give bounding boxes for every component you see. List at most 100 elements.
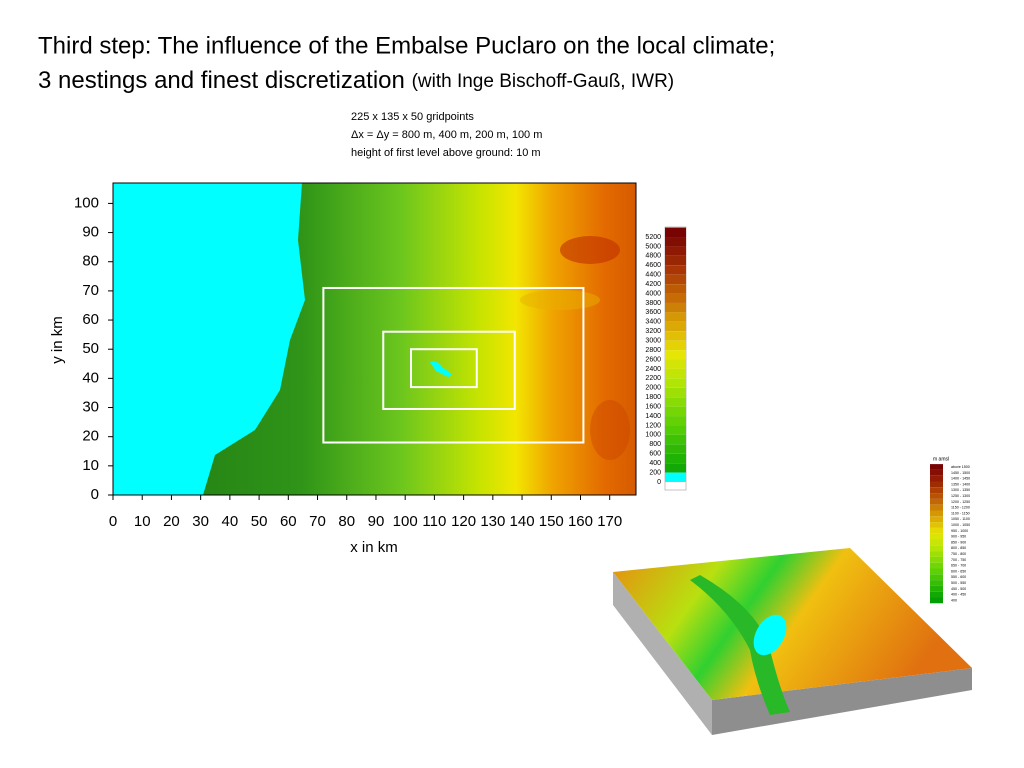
block-side [712, 668, 972, 735]
x-tick-label: 100 [393, 513, 418, 530]
x-tick-label: 170 [597, 513, 622, 530]
legend-label: 500 - 550 [951, 581, 966, 585]
colorbar-label: 2600 [645, 356, 661, 363]
colorbar-label: 600 [649, 451, 661, 458]
legend-label: 1100 - 1150 [951, 511, 970, 515]
info-line: 225 x 135 x 50 gridpoints [351, 111, 474, 123]
title-note: (with Inge Bischoff-Gauß, IWR) [412, 71, 675, 92]
legend-label: 850 - 900 [951, 540, 966, 544]
legend-label: 1000 - 1050 [951, 523, 970, 527]
colorbar-swatch [665, 453, 686, 464]
legend-label: 1050 - 1100 [951, 517, 970, 521]
y-tick-label: 40 [82, 369, 99, 386]
colorbar-swatch [665, 387, 686, 398]
legend-label: 550 - 600 [951, 575, 966, 579]
legend-swatch [930, 498, 943, 505]
legend-swatch [930, 580, 943, 586]
colorbar-swatch [665, 237, 686, 247]
x-tick-label: 40 [222, 513, 239, 530]
colorbar-label: 4200 [645, 281, 661, 288]
legend-label: 600 - 650 [951, 569, 966, 573]
legend-swatch [930, 591, 943, 598]
colorbar-swatch [665, 340, 686, 351]
x-tick-label: 150 [539, 513, 564, 530]
x-tick-label: 70 [309, 513, 326, 530]
legend-label: 750 - 800 [951, 552, 966, 556]
colorbar-label: 3200 [645, 328, 661, 335]
legend-label: 400 [951, 598, 957, 602]
colorbar-swatch [665, 302, 686, 313]
x-tick-label: 130 [480, 513, 505, 530]
lake [430, 361, 452, 377]
y-tick-label: 100 [74, 194, 99, 211]
x-tick-label: 30 [192, 513, 209, 530]
colorbar-label: 400 [649, 460, 661, 467]
colorbar-label: 3800 [645, 300, 661, 307]
colorbar-label: 1600 [645, 403, 661, 410]
colorbar-label: 1000 [645, 432, 661, 439]
legend-swatch [930, 510, 943, 517]
x-tick-label: 120 [451, 513, 476, 530]
terrain-peak [560, 236, 620, 264]
legend-label: 1300 - 1350 [951, 488, 970, 492]
colorbar-label: 1400 [645, 413, 661, 420]
colorbar-swatch [665, 312, 686, 322]
colorbar-label: 2200 [645, 375, 661, 382]
colorbar-label: 0 [657, 479, 661, 486]
legend-label: 950 - 1000 [951, 529, 968, 533]
colorbar-label: 200 [649, 469, 661, 476]
colorbar-label: 5000 [645, 243, 661, 250]
colorbar-label: 3400 [645, 319, 661, 326]
nest-domain [322, 286, 585, 444]
legend-title: m amsl [933, 456, 949, 462]
y-tick-label: 50 [82, 340, 99, 357]
legend-swatch [930, 597, 943, 604]
legend-label: 900 - 950 [951, 535, 966, 539]
legend-label: 450 - 500 [951, 587, 966, 591]
y-tick-label: 10 [82, 457, 99, 474]
legend-label: 800 - 850 [951, 546, 966, 550]
y-tick-label: 70 [82, 282, 99, 299]
x-axis-label: x in km [350, 539, 398, 556]
colorbar-swatch [665, 274, 686, 285]
info-line: Δx = Δy = 800 m, 400 m, 200 m, 100 m [351, 129, 542, 141]
plot-frame [112, 182, 637, 496]
colorbar-swatch [665, 368, 686, 379]
legend-label: above 1500 [951, 465, 970, 469]
info-line: height of first level above ground: 10 m [351, 147, 541, 159]
colorbar-swatch [665, 463, 686, 473]
legend-label: 1150 - 1200 [951, 506, 970, 510]
y-tick-label: 30 [82, 398, 99, 415]
title-text: 3 nestings and finest discretization [38, 67, 405, 94]
colorbar-label: 2000 [645, 385, 661, 392]
y-tick-label: 80 [82, 253, 99, 270]
legend-label: 1450 - 1500 [951, 471, 970, 475]
colorbar-label: 2400 [645, 366, 661, 373]
legend-swatch [930, 487, 943, 494]
legend-label: 1200 - 1250 [951, 500, 970, 504]
x-tick-label: 90 [368, 513, 385, 530]
x-tick-label: 50 [251, 513, 268, 530]
colorbar-swatch [665, 359, 686, 369]
colorbar-swatch [665, 378, 686, 388]
title-line: 3 nestings and finest discretization (wi… [38, 67, 674, 94]
colorbar-label: 4800 [645, 253, 661, 260]
colorbar-label: 4000 [645, 290, 661, 297]
legend-label: 1400 - 1450 [951, 477, 970, 481]
legend-swatch [930, 574, 943, 581]
colorbar-swatch [665, 434, 686, 445]
colorbar-swatch [665, 472, 686, 482]
colorbar-label: 800 [649, 441, 661, 448]
legend-swatch [930, 527, 943, 534]
lake-3d [753, 614, 787, 656]
legend-label: 700 - 750 [951, 558, 966, 562]
x-tick-label: 160 [568, 513, 593, 530]
legend-label: 1250 - 1300 [951, 494, 970, 498]
colorbar-label: 5200 [645, 234, 661, 241]
legend-swatch [930, 464, 943, 470]
colorbar-label: 3000 [645, 337, 661, 344]
legend-swatch [930, 539, 943, 546]
legend-swatch [930, 504, 943, 511]
colorbar-swatch [665, 246, 686, 256]
